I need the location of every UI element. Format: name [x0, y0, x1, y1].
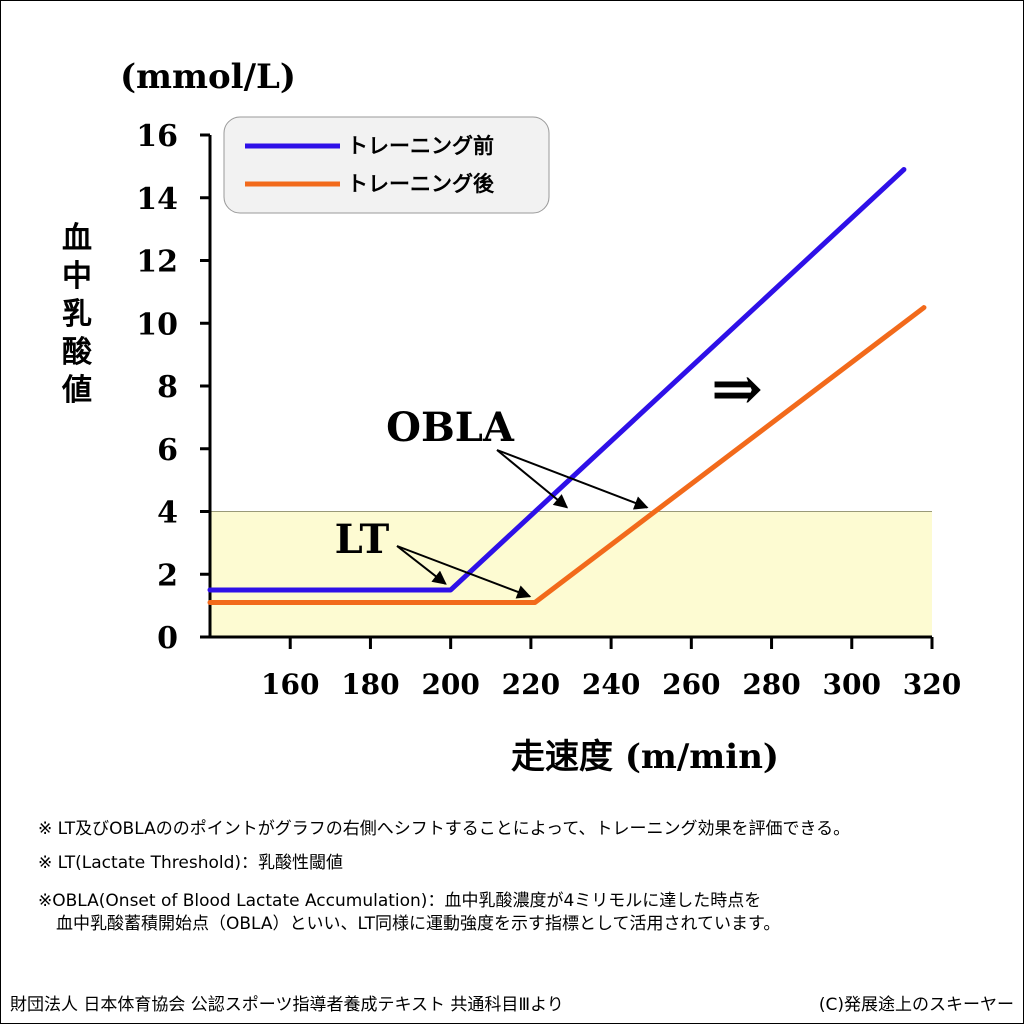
obla-arrow-2 [496, 449, 649, 510]
y-tick-label: 2 [157, 558, 178, 593]
x-axis-label: 走速度 (m/min) [511, 737, 779, 777]
x-tick-label: 300 [823, 668, 881, 701]
x-tick-label: 320 [903, 668, 961, 701]
series-group [207, 167, 927, 605]
x-tick-label: 220 [502, 668, 560, 701]
y-axis-label: 血中乳酸値 [61, 221, 93, 408]
y-tick-label: 14 [136, 182, 178, 217]
x-tick-label: 240 [582, 668, 640, 701]
y-tick-label: 4 [157, 496, 178, 531]
x-tick-label: 180 [341, 668, 399, 701]
footer-credit: (C)発展途上のスキーヤー [818, 995, 1014, 1015]
lt-arrow-2 [396, 545, 532, 599]
series-line-before [207, 167, 907, 593]
x-tick-label: 160 [261, 668, 319, 701]
y-tick-label: 8 [157, 370, 178, 405]
note-line-3: ※OBLA(Onset of Blood Lactate Accumulatio… [38, 891, 762, 911]
obla-arrow-1 [496, 449, 569, 509]
x-tick-label: 260 [662, 668, 720, 701]
y-tick-label: 12 [136, 245, 178, 280]
y-tick-label: 10 [136, 307, 178, 342]
note-line-2: ※ LT(Lactate Threshold)：乳酸性閾値 [38, 853, 344, 873]
y-axis-unit: (mmol/L) [120, 57, 296, 97]
legend-label-before: トレーニング前 [347, 134, 494, 158]
legend: トレーニング前 トレーニング後 [223, 116, 550, 214]
lactate-chart: 0 2 4 6 8 10 12 14 16 160 180 200 220 240 260 280 300 320… [61, 57, 961, 777]
note-line-1: ※ LT及びOBLAののポイントがグラフの右側へシフトすることによって、トレーニ… [38, 819, 851, 839]
chart-axes: 0 2 4 6 8 10 12 14 16 160 180 200 220 240 260 280 300 320 [136, 119, 961, 701]
footer-source: 財団法人 日本体育協会 公認スポーツ指導者養成テキスト 共通科目Ⅲより [10, 995, 564, 1015]
lt-arrow-1 [396, 545, 447, 585]
legend-label-after: トレーニング後 [347, 172, 495, 196]
note-line-4: 血中乳酸蓄積開始点（OBLA）といい、LT同様に運動強度を示す指標として活用され… [56, 914, 781, 934]
x-tick-label: 200 [421, 668, 479, 701]
y-tick-label: 0 [157, 621, 178, 656]
annotation-group [396, 449, 649, 599]
series-line-after [207, 305, 927, 605]
y-tick-label: 16 [136, 119, 178, 154]
x-tick-label: 280 [742, 668, 800, 701]
lt-label: LT [335, 516, 390, 563]
shift-arrow-symbol: ⇒ [711, 352, 763, 425]
obla-label: OBLA [386, 404, 515, 451]
y-tick-label: 6 [157, 433, 178, 468]
